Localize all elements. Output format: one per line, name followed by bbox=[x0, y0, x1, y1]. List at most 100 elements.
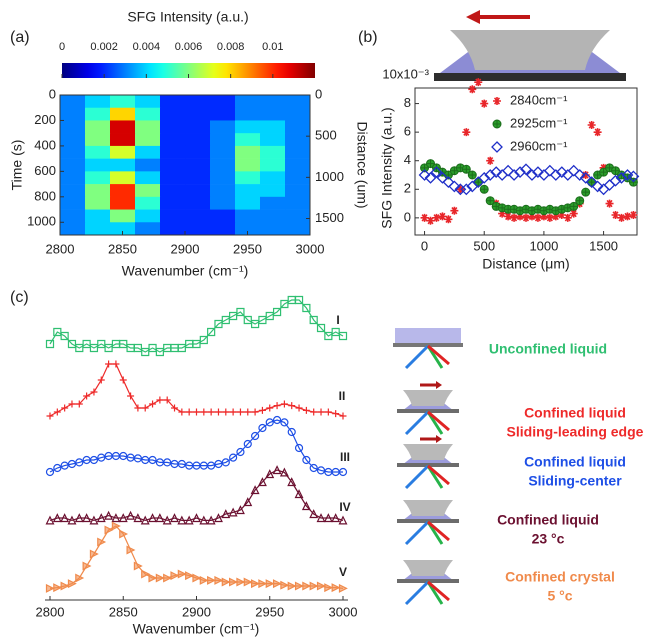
x-tick-label: 3000 bbox=[296, 241, 325, 256]
heatmap-cell bbox=[85, 146, 110, 159]
y-tick-label: 600 bbox=[34, 163, 56, 178]
data-point bbox=[244, 579, 251, 586]
heatmap-cell bbox=[85, 95, 110, 108]
data-point bbox=[127, 547, 134, 554]
x-tick-label: 2850 bbox=[109, 604, 138, 619]
data-point bbox=[546, 214, 554, 222]
data-point bbox=[450, 207, 458, 215]
heatmap-cell bbox=[160, 146, 185, 159]
data-point bbox=[503, 166, 513, 176]
liquid bbox=[395, 328, 461, 343]
data-point bbox=[303, 583, 310, 590]
data-point bbox=[480, 185, 488, 193]
heatmap-cell bbox=[85, 171, 110, 184]
data-point bbox=[588, 121, 596, 129]
heatmap-cell bbox=[285, 95, 310, 108]
heatmap-cell bbox=[185, 197, 210, 210]
x-axis-label: Wavenumber (cm⁻¹) bbox=[122, 263, 249, 279]
heatmap-cell bbox=[235, 210, 260, 223]
x-axis-label: Wavenumber (cm⁻¹) bbox=[133, 621, 260, 637]
heatmap-cell bbox=[285, 133, 310, 146]
data-point bbox=[594, 128, 602, 136]
legend-label: 2840cm⁻¹ bbox=[510, 92, 568, 107]
data-point bbox=[288, 402, 295, 409]
crystal-5c-schematic bbox=[397, 560, 459, 604]
data-point bbox=[623, 212, 631, 220]
heatmap-cell bbox=[285, 171, 310, 184]
arrow bbox=[420, 435, 442, 443]
heatmap-cell bbox=[285, 184, 310, 197]
colorbar-title: SFG Intensity (a.u.) bbox=[127, 9, 248, 25]
heatmap-cell bbox=[160, 133, 185, 146]
data-point bbox=[582, 188, 590, 196]
data-point bbox=[480, 100, 488, 108]
heatmap-cell bbox=[60, 222, 85, 235]
x-tick-label: 2900 bbox=[171, 241, 200, 256]
heatmap-cell bbox=[235, 95, 260, 108]
heatmap-cell bbox=[210, 210, 235, 223]
data-point bbox=[68, 401, 75, 408]
heatmap-cell bbox=[185, 171, 210, 184]
heatmap-cell bbox=[110, 171, 135, 184]
heatmap-cell bbox=[260, 222, 285, 235]
data-point bbox=[193, 409, 200, 416]
legend-marker bbox=[493, 97, 501, 105]
heatmap-cell bbox=[60, 159, 85, 172]
data-point bbox=[112, 361, 119, 368]
data-point bbox=[61, 405, 68, 412]
legend-label: Confined crystal bbox=[505, 569, 615, 585]
data-point bbox=[288, 583, 295, 590]
y-tick-label: 800 bbox=[34, 188, 56, 203]
data-point bbox=[61, 583, 68, 590]
heatmap-cell bbox=[285, 222, 310, 235]
heatmap-cell bbox=[135, 120, 160, 133]
data-point bbox=[208, 409, 215, 416]
data-point bbox=[98, 539, 105, 546]
x-tick-label: 2900 bbox=[182, 604, 211, 619]
confined-cell bbox=[397, 500, 459, 544]
data-point bbox=[266, 580, 273, 587]
y-tick-label: 0 bbox=[49, 86, 56, 101]
y-axis-label: SFG Intensity (a.u.) bbox=[379, 107, 395, 228]
data-point bbox=[222, 409, 229, 416]
heatmap-cell bbox=[160, 120, 185, 133]
legend-label: 23 °c bbox=[532, 531, 565, 547]
legend-label: Sliding-center bbox=[528, 473, 622, 489]
legend-label: 2960cm⁻¹ bbox=[510, 138, 568, 153]
heatmap-cell bbox=[185, 120, 210, 133]
data-point bbox=[54, 409, 61, 416]
center-schematic bbox=[397, 435, 459, 488]
x-tick-label: 1500 bbox=[589, 238, 618, 253]
legend-label: 5 °c bbox=[547, 588, 572, 604]
y-tick-label: 10x10⁻³ bbox=[382, 66, 429, 81]
heatmap-cell bbox=[85, 108, 110, 121]
heatmap-cell bbox=[110, 197, 135, 210]
x-tick-label: 2850 bbox=[108, 241, 137, 256]
heatmap-cell bbox=[135, 210, 160, 223]
heatmap-cell bbox=[160, 159, 185, 172]
data-point bbox=[303, 407, 310, 414]
data-point bbox=[259, 407, 266, 414]
data-point bbox=[83, 563, 90, 570]
arrow-head bbox=[466, 10, 480, 24]
data-point bbox=[564, 214, 572, 222]
heatmap-cell bbox=[260, 210, 285, 223]
y-tick-label: 0 bbox=[404, 209, 411, 224]
heatmap-cell bbox=[235, 171, 260, 184]
y2-tick-label: 500 bbox=[315, 128, 337, 143]
slider-schematic bbox=[434, 10, 626, 81]
heatmap-cell bbox=[260, 95, 285, 108]
heatmap-cell bbox=[60, 95, 85, 108]
data-point bbox=[545, 166, 555, 176]
data-point bbox=[215, 409, 222, 416]
legend-label: Confined liquid bbox=[497, 512, 599, 528]
data-point bbox=[134, 405, 141, 412]
data-point bbox=[252, 409, 259, 416]
heatmap-cell bbox=[60, 108, 85, 121]
data-point bbox=[156, 397, 163, 404]
heatmap-cell bbox=[60, 133, 85, 146]
heatmap-cell bbox=[185, 222, 210, 235]
y2-tick-label: 1500 bbox=[315, 210, 344, 225]
heatmap-cell bbox=[110, 184, 135, 197]
x-tick-label: 3000 bbox=[329, 604, 358, 619]
